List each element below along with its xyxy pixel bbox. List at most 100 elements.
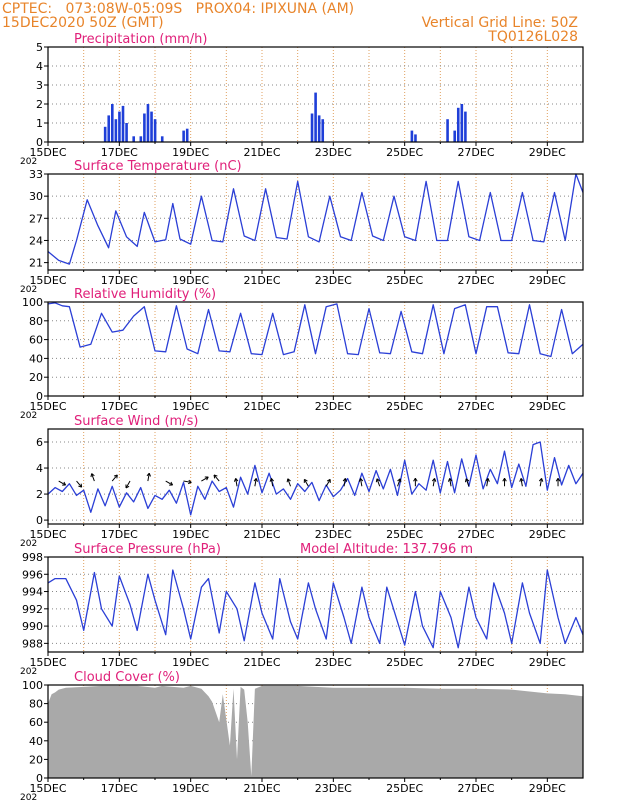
y-tick-label: 990 bbox=[22, 620, 43, 633]
panel-title: Surface Wind (m/s) bbox=[74, 414, 198, 429]
x-tick-label: 23DEC bbox=[315, 656, 352, 669]
x-tick-label: 25DEC bbox=[386, 656, 423, 669]
x-tick-label: 27DEC bbox=[457, 146, 494, 159]
x-tick-label: 17DEC bbox=[101, 528, 138, 541]
wind-arrow-head bbox=[146, 472, 151, 477]
panel-title: Surface Temperature (nC) bbox=[74, 159, 242, 174]
panel-title: Precipitation (mm/h) bbox=[74, 32, 207, 47]
wind-arrow-head bbox=[187, 479, 192, 485]
panel-annotation: Model Altitude: 137.796 m bbox=[300, 542, 473, 557]
wind-arrow bbox=[359, 478, 363, 487]
precip-bar bbox=[125, 123, 128, 142]
x-tick-label: 17DEC bbox=[101, 656, 138, 669]
wind-arrow bbox=[539, 478, 543, 487]
wind-arrow-head bbox=[413, 478, 418, 482]
y-tick-label: 20 bbox=[29, 753, 43, 766]
x-tick-label: 25DEC bbox=[386, 274, 423, 287]
y-tick-label: 40 bbox=[29, 352, 43, 365]
panel-5: Surface Pressure (hPa) Model Altitude: 13… bbox=[20, 542, 584, 677]
wind-arrow-head bbox=[62, 481, 67, 486]
wind-arrow-head bbox=[342, 478, 348, 482]
x-tick-label: 21DEC bbox=[243, 400, 280, 413]
cloud-cover-area bbox=[48, 685, 583, 778]
x-tick-label: 21DEC bbox=[243, 528, 280, 541]
wind-arrow-head bbox=[447, 478, 453, 482]
x-tick-label: 15DEC bbox=[29, 656, 66, 669]
wind-arrow bbox=[449, 478, 452, 487]
x-tick-label: 29DEC bbox=[529, 528, 566, 541]
wind-arrow bbox=[165, 480, 173, 486]
wind-arrow-head bbox=[303, 478, 308, 483]
y-tick-label: 3 bbox=[36, 79, 43, 92]
wind-arrow bbox=[58, 480, 66, 486]
panel-frame bbox=[47, 684, 584, 779]
panel-2: Surface Temperature (nC) 21 24 27 30 33 15DEC 1… bbox=[20, 159, 584, 295]
precip-bar bbox=[182, 130, 185, 142]
y-tick-label: 0 bbox=[36, 390, 43, 403]
precip-bar bbox=[121, 105, 125, 142]
precip-bar bbox=[410, 130, 414, 142]
x-tick-label: 17DEC bbox=[101, 782, 138, 795]
precip-bar bbox=[310, 113, 314, 142]
wind-arrow-head bbox=[269, 478, 274, 482]
panel-title: Relative Humidity (%) bbox=[74, 287, 216, 302]
x-tick-label: 25DEC bbox=[386, 400, 423, 413]
wind-arrow bbox=[254, 478, 257, 487]
wind-arrow bbox=[201, 476, 209, 482]
y-tick-label: 27 bbox=[29, 212, 43, 225]
wind-arrow bbox=[303, 479, 309, 487]
wind-arrow bbox=[147, 473, 150, 482]
wind-arrow bbox=[111, 474, 118, 482]
wind-arrow bbox=[213, 474, 220, 482]
precip-bar bbox=[414, 134, 417, 142]
x-year-label: 202 bbox=[20, 539, 37, 549]
precip-bar bbox=[132, 136, 135, 142]
wind-arrow bbox=[287, 478, 292, 487]
x-year-label: 202 bbox=[20, 793, 37, 800]
y-tick-label: 20 bbox=[29, 371, 43, 384]
panel-1: Precipitation (mm/h) 0 1 2 3 4 5 15DEC 17DEC 19DE… bbox=[20, 32, 584, 167]
wind-arrow-head bbox=[502, 478, 507, 482]
x-tick-label: 23DEC bbox=[315, 274, 352, 287]
precip-bar bbox=[456, 107, 460, 142]
x-tick-label: 25DEC bbox=[386, 146, 423, 159]
wind-arrow-head bbox=[519, 478, 524, 482]
x-tick-label: 15DEC bbox=[29, 274, 66, 287]
wind-arrow bbox=[235, 478, 238, 487]
y-tick-label: 80 bbox=[29, 698, 43, 711]
wind-arrow bbox=[520, 478, 523, 487]
x-tick-label: 27DEC bbox=[457, 656, 494, 669]
panel-4: Surface Wind (m/s) 0 2 4 6 15DEC 17DEC 19DEC 21D… bbox=[20, 414, 584, 549]
y-tick-label: 30 bbox=[29, 190, 43, 203]
x-tick-label: 15DEC bbox=[29, 146, 66, 159]
y-tick-label: 100 bbox=[22, 679, 43, 692]
precip-bar bbox=[139, 136, 143, 142]
x-tick-label: 15DEC bbox=[29, 400, 66, 413]
x-tick-label: 21DEC bbox=[243, 274, 280, 287]
wind-arrow bbox=[76, 480, 83, 488]
precip-bar bbox=[453, 130, 456, 142]
y-tick-label: 0 bbox=[36, 772, 43, 785]
x-tick-label: 21DEC bbox=[243, 782, 280, 795]
precip-bar bbox=[314, 92, 317, 142]
precip-bar bbox=[317, 115, 321, 142]
x-tick-label: 27DEC bbox=[457, 528, 494, 541]
x-tick-label: 15DEC bbox=[29, 528, 66, 541]
x-year-label: 202 bbox=[20, 411, 37, 421]
x-tick-label: 23DEC bbox=[315, 400, 352, 413]
precip-bar bbox=[111, 104, 114, 142]
precip-bar bbox=[460, 104, 464, 142]
x-tick-label: 19DEC bbox=[172, 656, 209, 669]
x-tick-label: 29DEC bbox=[529, 274, 566, 287]
header-run-time: 15DEC2020 50Z (GMT) bbox=[2, 15, 164, 31]
x-tick-label: 19DEC bbox=[172, 274, 209, 287]
x-tick-label: 25DEC bbox=[386, 782, 423, 795]
x-tick-label: 19DEC bbox=[172, 782, 209, 795]
wind-arrow-head bbox=[326, 478, 331, 483]
y-tick-label: 33 bbox=[29, 168, 43, 181]
y-tick-label: 0 bbox=[36, 514, 43, 527]
wind-arrow-head bbox=[169, 481, 174, 486]
x-tick-label: 23DEC bbox=[315, 146, 352, 159]
x-tick-label: 25DEC bbox=[386, 528, 423, 541]
x-tick-label: 17DEC bbox=[101, 274, 138, 287]
